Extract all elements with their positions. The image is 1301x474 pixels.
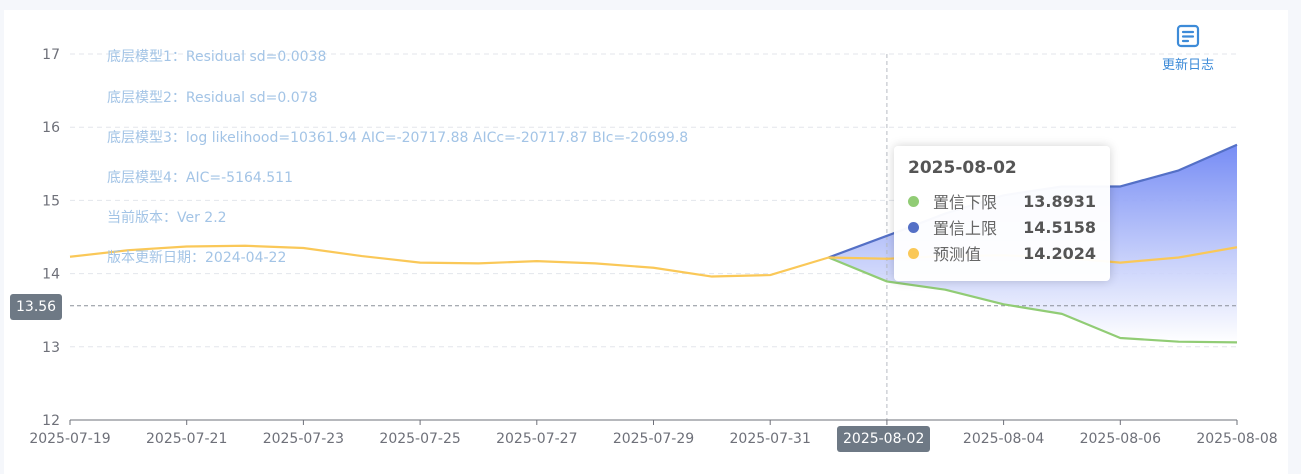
tooltip-row-value: 13.8931 (1023, 191, 1096, 211)
tooltip-title: 2025-08-02 (908, 158, 1017, 178)
tooltip-row-lower: 置信下限 13.8931 (908, 188, 1096, 214)
x-tick-label: 2025-07-29 (613, 431, 694, 447)
tooltip-row-name: 预测值 (933, 245, 982, 264)
model-info-line: 底层模型1：Residual sd=0.0038 (107, 49, 327, 65)
tooltip-row-forecast: 预测值 14.2024 (908, 240, 1096, 266)
document-icon (1176, 24, 1200, 48)
tooltip-row-upper: 置信上限 14.5158 (908, 214, 1096, 240)
x-tick-label: 2025-07-23 (263, 431, 344, 447)
y-tick-label: 17 (42, 47, 60, 63)
changelog-button[interactable]: 更新日志 (1152, 24, 1224, 73)
model-info-line: 当前版本：Ver 2.2 (107, 210, 227, 226)
x-tick-label: 2025-08-06 (1080, 431, 1161, 447)
tooltip: 2025-08-02 置信下限 13.8931 置信上限 14.5158 预测值… (894, 146, 1110, 281)
x-tick-label: 2025-08-04 (963, 431, 1044, 447)
series-line (828, 256, 1238, 344)
x-tick-label: 2025-07-21 (146, 431, 227, 447)
x-tick-label: 2025-07-25 (379, 431, 460, 447)
x-tick-label: 2025-07-19 (29, 431, 110, 447)
y-tick-label: 14 (42, 267, 60, 283)
legend-dot-upper (908, 221, 919, 233)
model-info-line: 版本更新日期：2024-04-22 (107, 250, 287, 266)
x-tick-label: 2025-08-08 (1196, 431, 1277, 447)
model-info-line: 底层模型4：AIC=-5164.511 (107, 170, 293, 186)
tooltip-row-name: 置信上限 (933, 219, 998, 238)
tooltip-row-value: 14.2024 (1023, 243, 1096, 263)
changelog-label: 更新日志 (1161, 58, 1214, 73)
model-info-line: 底层模型3：log likelihood=10361.94 AIC=-20717… (107, 130, 689, 146)
axis-pointer-x-label: 2025-08-02 (837, 426, 931, 452)
tooltip-row-name: 置信下限 (933, 193, 998, 212)
model-info-line: 底层模型2：Residual sd=0.078 (107, 90, 318, 106)
legend-dot-lower (908, 195, 919, 207)
tooltip-row-value: 14.5158 (1023, 217, 1096, 237)
x-tick-label: 2025-07-27 (496, 431, 577, 447)
axes: 12 13 14 15 16 17 2025-07-19 2025-07-21 2025-07-… (29, 47, 1277, 447)
y-tick-label: 12 (42, 413, 60, 429)
y-tick-label: 13 (42, 340, 60, 356)
legend-dot-forecast (908, 247, 919, 259)
y-tick-label: 15 (42, 193, 60, 209)
axis-pointer-y-label: 13.56 (10, 294, 63, 320)
x-tick-label: 2025-07-31 (730, 431, 811, 447)
y-tick-label: 16 (42, 120, 60, 136)
